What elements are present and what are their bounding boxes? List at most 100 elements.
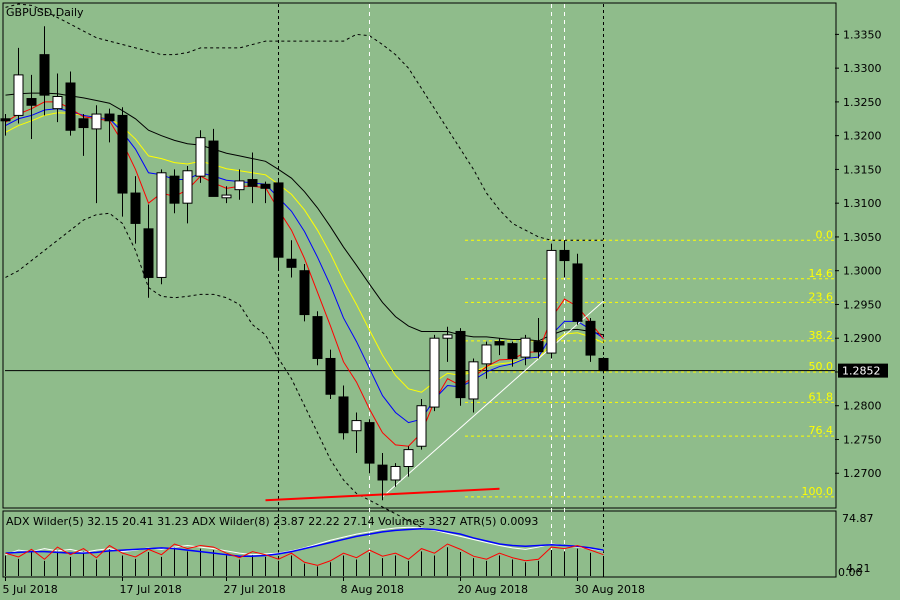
candle-43: [559, 240, 570, 278]
candle-18: [234, 169, 245, 200]
candle-body: [39, 54, 50, 96]
fib-level-label-3: 38.2: [809, 329, 834, 342]
fib-level-label-7: 100.0: [802, 485, 834, 498]
candle-11: [143, 204, 154, 298]
chart-title: GBPUSD,Daily: [6, 6, 84, 19]
candle-body: [286, 258, 297, 268]
indicator-title: ADX Wilder(5) 32.15 20.41 31.23 ADX Wild…: [6, 515, 538, 528]
candle-24: [312, 311, 323, 366]
fib-level-label-6: 76.4: [809, 424, 834, 437]
candle-body: [481, 344, 492, 365]
candle-body: [104, 113, 115, 122]
candle-body: [299, 270, 310, 316]
candle-body: [130, 192, 141, 224]
candle-body: [559, 249, 570, 262]
candle-body: [143, 228, 154, 278]
price-tick-label-5: 1.3100: [843, 197, 882, 210]
price-tick-label-8: 1.2950: [843, 298, 882, 311]
candle-37: [481, 341, 492, 379]
candle-body: [312, 316, 323, 359]
candle-15: [195, 130, 206, 183]
candle-21: [273, 179, 284, 271]
price-tick-label-7: 1.3000: [843, 265, 882, 278]
fib-level-label-5: 61.8: [809, 390, 834, 403]
candle-body: [221, 194, 232, 199]
fib-level-label-1: 14.6: [809, 267, 834, 280]
candle-17: [221, 186, 232, 204]
candle-29: [377, 452, 388, 501]
candle-30: [390, 463, 401, 487]
price-tick-label-6: 1.3050: [843, 231, 882, 244]
candle-body: [598, 357, 609, 372]
candle-34: [442, 326, 453, 362]
date-tick-label-4: 20 Aug 2018: [458, 583, 528, 596]
support-trendline: [382, 300, 604, 498]
candle-44: [572, 253, 583, 325]
candle-27: [351, 412, 362, 453]
price-axis: 1.3350 1.3300 1.3250 1.3200 1.3150 1.3100 1.30…: [835, 28, 888, 480]
adx-blue-line: [5, 528, 604, 557]
indicator-panel-frame: [2, 510, 837, 578]
candle-5: [65, 71, 76, 136]
candle-body: [520, 337, 531, 358]
candle-body: [195, 137, 206, 177]
candle-4: [52, 73, 63, 123]
price-tick-label-3: 1.3200: [843, 130, 882, 143]
candle-body: [429, 337, 440, 408]
fib-level-label-2: 23.6: [809, 290, 834, 303]
candle-10: [130, 176, 141, 244]
candle-40: [520, 334, 531, 366]
date-axis: 5 Jul 2018 17 Jul 2018 27 Jul 2018 8 Aug 20…: [3, 577, 645, 596]
candle-1: [13, 47, 24, 124]
candle-19: [247, 152, 258, 204]
candle-body: [507, 343, 518, 359]
indicator-max-label: 74.87: [842, 512, 874, 525]
candle-22: [286, 240, 297, 278]
candle-body: [13, 74, 24, 116]
candle-35: [455, 328, 466, 406]
date-tick-label-2: 27 Jul 2018: [224, 583, 286, 596]
price-tick-label-9: 1.2900: [843, 332, 882, 345]
candle-body: [169, 175, 180, 204]
candle-0: [0, 114, 11, 136]
candle-45: [585, 317, 596, 362]
candle-12: [156, 169, 167, 285]
candle-body: [455, 330, 466, 399]
candle-46: [598, 357, 609, 374]
candle-body: [364, 422, 375, 464]
candle-body: [117, 114, 128, 194]
candle-14: [182, 166, 193, 224]
candle-body: [585, 320, 596, 356]
candle-26: [338, 385, 349, 440]
date-tick-label-0: 5 Jul 2018: [3, 583, 58, 596]
band-layer: [5, 3, 604, 528]
lower-band-line: [5, 212, 422, 528]
price-tick-label-0: 1.3350: [843, 28, 882, 41]
candle-body: [52, 95, 63, 110]
candle-body: [156, 172, 167, 278]
main-panel-frame: [2, 2, 837, 509]
candle-body: [273, 182, 284, 258]
indicator-layer: [5, 526, 604, 576]
candle-31: [403, 446, 414, 477]
candle-body: [572, 263, 583, 322]
indicator-zero-label: 0.00: [838, 566, 863, 579]
candle-3: [39, 26, 50, 116]
candle-7: [91, 105, 102, 204]
candle-9: [117, 107, 128, 217]
candle-25: [325, 349, 336, 399]
date-tick-label-3: 8 Aug 2018: [341, 583, 404, 596]
current-price-box: [838, 363, 888, 378]
adx-red-line: [5, 543, 604, 566]
candle-23: [299, 263, 310, 322]
candle-body: [182, 170, 193, 204]
candle-38: [494, 338, 505, 356]
candle-13: [169, 169, 180, 214]
price-tick-label-2: 1.3250: [843, 96, 882, 109]
candle-body: [78, 118, 89, 129]
candle-body: [403, 449, 414, 467]
candle-body: [0, 118, 11, 122]
candle-body: [260, 183, 271, 189]
candle-body: [234, 180, 245, 191]
candle-body: [247, 179, 258, 187]
